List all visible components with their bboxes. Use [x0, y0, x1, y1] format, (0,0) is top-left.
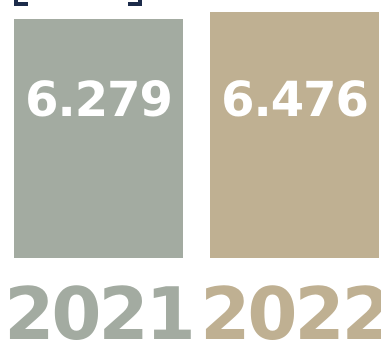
bar-value-label-2022: 6.476: [221, 72, 369, 128]
bar-2022: 6.476: [210, 12, 379, 258]
bracket-left-decoration: [14, 0, 28, 6]
bracket-right-decoration: [128, 0, 142, 6]
bar-2021: 6.279: [14, 19, 183, 258]
category-label-2022: 2022: [200, 272, 381, 347]
category-label-2021: 2021: [4, 272, 195, 347]
bar-value-label-2021: 6.279: [25, 72, 173, 128]
